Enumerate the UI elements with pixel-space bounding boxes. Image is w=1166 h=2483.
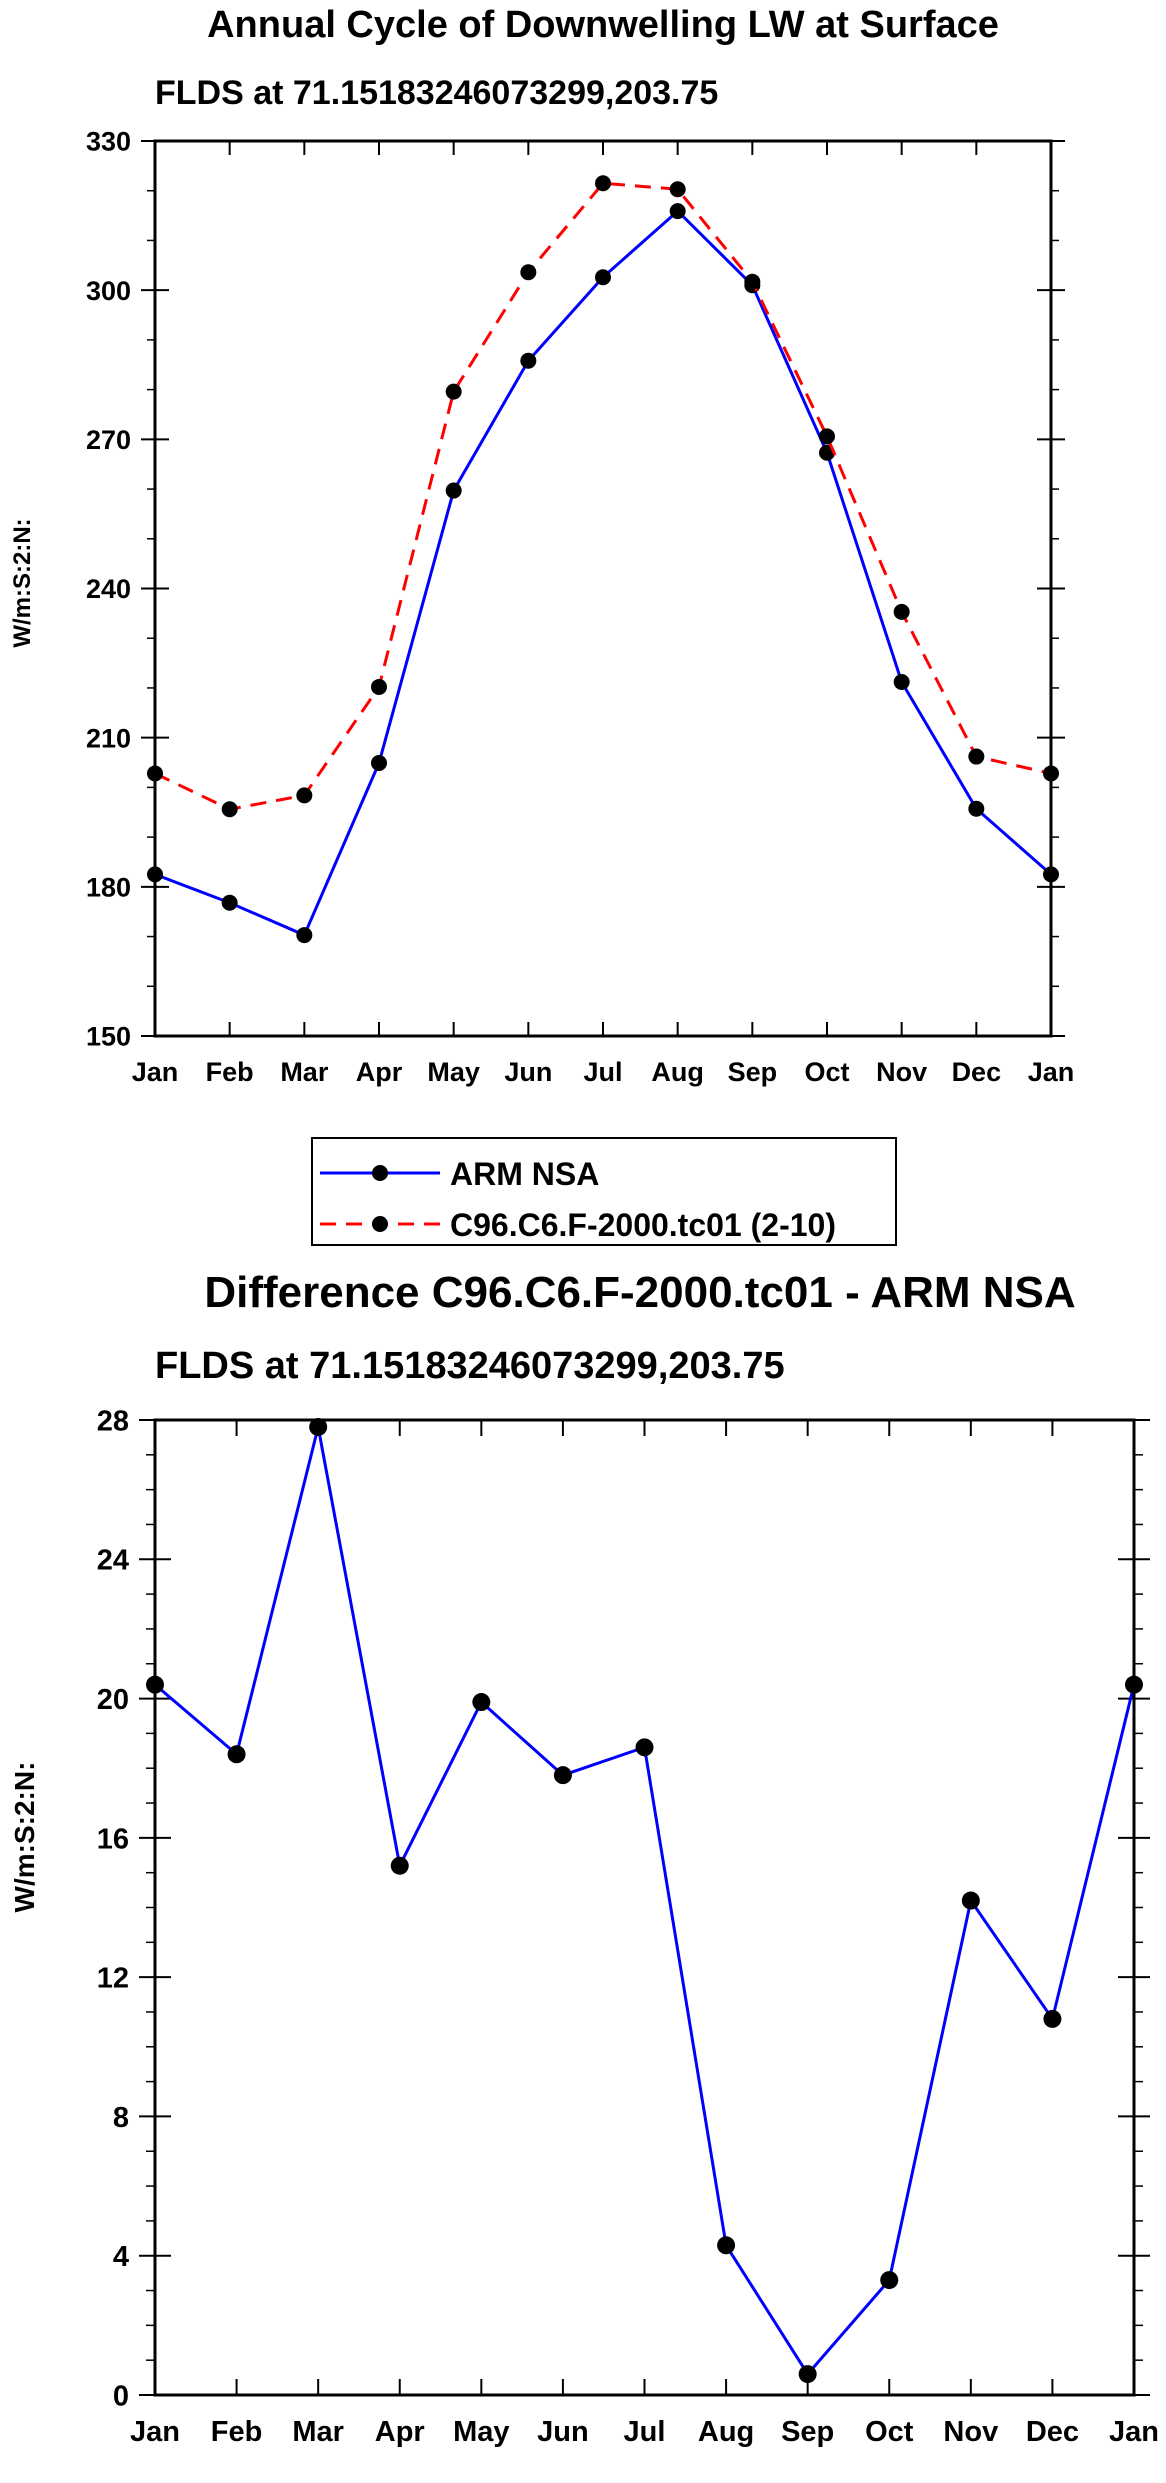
y-tick-label: 28 (97, 1405, 129, 1437)
data-point (520, 352, 537, 369)
data-point (880, 2271, 899, 2290)
x-tick-label: Jan (130, 2416, 180, 2448)
data-point (445, 383, 462, 400)
chart-2: Difference C96.C6.F-2000.tc01 - ARM NSA … (9, 1268, 1159, 2448)
y-tick-label: 16 (97, 1823, 129, 1855)
x-tick-label: May (453, 2416, 509, 2448)
data-point (893, 673, 910, 690)
x-tick-label: Sep (781, 2416, 834, 2448)
data-point (961, 1891, 980, 1910)
x-tick-label: May (427, 1057, 480, 1087)
chart-2-y-tick-labels: 0 4 8 12 16 20 24 28 (97, 1405, 129, 2412)
y-tick-label: 210 (86, 723, 131, 753)
y-tick-label: 24 (97, 1545, 129, 1577)
chart-2-series (146, 1417, 1143, 2384)
data-point (819, 428, 835, 445)
data-point (296, 787, 313, 804)
legend-marker-model (372, 1216, 388, 1232)
data-point (390, 1856, 409, 1875)
data-point (445, 482, 462, 499)
data-point (669, 203, 686, 220)
y-tick-label: 150 (86, 1022, 131, 1052)
data-point (968, 748, 985, 765)
legend-marker-arm-nsa (372, 1165, 388, 1181)
x-tick-label: Oct (804, 1057, 849, 1087)
y-tick-label: 330 (86, 127, 131, 157)
chart-1-legend: ARM NSA C96.C6.F-2000.tc01 (2-10) (311, 1137, 897, 1246)
x-tick-label: Jan (1109, 2416, 1159, 2448)
series-line (154, 1425, 1136, 2376)
chart-1-title: Annual Cycle of Downwelling LW at Surfac… (207, 4, 999, 46)
data-point (296, 927, 313, 944)
x-tick-label: Mar (292, 2416, 344, 2448)
x-tick-label: Jan (1028, 1057, 1075, 1087)
y-tick-label: 180 (86, 873, 131, 903)
data-point (968, 800, 985, 817)
data-point (595, 269, 611, 286)
y-tick-label: 4 (113, 2241, 129, 2273)
chart-1-subtitle: FLDS at 71.15183246073299,203.75 (155, 74, 718, 112)
chart-2-ticks (139, 1419, 1150, 2396)
data-point (520, 264, 537, 281)
x-tick-label: Jan (132, 1057, 179, 1087)
data-point (553, 1766, 572, 1785)
data-point (744, 273, 761, 290)
y-tick-label: 12 (97, 1963, 129, 1995)
legend-label-model: C96.C6.F-2000.tc01 (2-10) (450, 1207, 836, 1243)
data-point (309, 1417, 328, 1436)
x-tick-label: Jul (583, 1057, 622, 1087)
data-point (893, 603, 910, 620)
chart-2-title: Difference C96.C6.F-2000.tc01 - ARM NSA (204, 1268, 1075, 1317)
data-point (798, 2365, 817, 2384)
y-tick-label: 240 (86, 574, 131, 604)
chart-2-subtitle: FLDS at 71.15183246073299,203.75 (155, 1345, 785, 1387)
data-point (221, 801, 238, 818)
x-tick-label: Oct (865, 2416, 914, 2448)
chart-1-y-tick-labels: 150 180 210 240 270 300 330 (86, 127, 131, 1052)
chart-1-x-tick-labels: Jan Feb Mar Apr May Jun Jul Aug Sep Oct Nov Dec Jan (132, 1057, 1075, 1087)
chart-2-plot-frame (153, 1418, 1136, 2397)
x-tick-label: Feb (211, 2416, 263, 2448)
data-point (227, 1745, 246, 1764)
legend-box (311, 1137, 897, 1246)
x-tick-label: Sep (728, 1057, 778, 1087)
chart-1-plot-frame (153, 139, 1053, 1038)
chart-2-y-axis-label: W/m:S:2:N: (9, 1762, 40, 1913)
y-tick-label: 300 (86, 276, 131, 306)
data-point (371, 678, 387, 695)
x-tick-label: Feb (206, 1057, 254, 1087)
y-tick-label: 20 (97, 1684, 129, 1716)
data-point (371, 755, 387, 772)
x-tick-label: Aug (698, 2416, 754, 2448)
x-tick-label: Jun (504, 1057, 552, 1087)
legend-label-arm-nsa: ARM NSA (450, 1156, 599, 1192)
y-tick-label: 8 (113, 2102, 129, 2134)
x-tick-label: Aug (651, 1057, 703, 1087)
x-tick-label: Mar (280, 1057, 329, 1087)
x-tick-label: Dec (952, 1057, 1002, 1087)
data-point (472, 1693, 491, 1712)
x-tick-label: Dec (1026, 2416, 1079, 2448)
chart-2-x-tick-labels: Jan Feb Mar Apr May Jun Jul Aug Sep Oct Nov Dec Jan (130, 2416, 1159, 2448)
data-point (635, 1738, 654, 1757)
x-tick-label: Nov (876, 1057, 927, 1087)
data-point (669, 181, 686, 198)
chart-1-series (147, 175, 1059, 944)
chart-1: Annual Cycle of Downwelling LW at Surfac… (9, 4, 1074, 1087)
y-tick-label: 0 (113, 2380, 129, 2412)
series-line (154, 209, 1052, 937)
y-tick-label: 270 (86, 425, 131, 455)
x-tick-label: Jun (537, 2416, 589, 2448)
x-tick-label: Apr (375, 2416, 425, 2448)
x-tick-label: Apr (356, 1057, 403, 1087)
data-point (221, 894, 238, 911)
x-tick-label: Nov (943, 2416, 998, 2448)
data-point (595, 175, 611, 192)
data-point (717, 2236, 736, 2255)
data-point (1043, 2009, 1062, 2028)
chart-1-y-axis-label: W/m:S:2:N: (9, 518, 36, 647)
x-tick-label: Jul (624, 2416, 666, 2448)
